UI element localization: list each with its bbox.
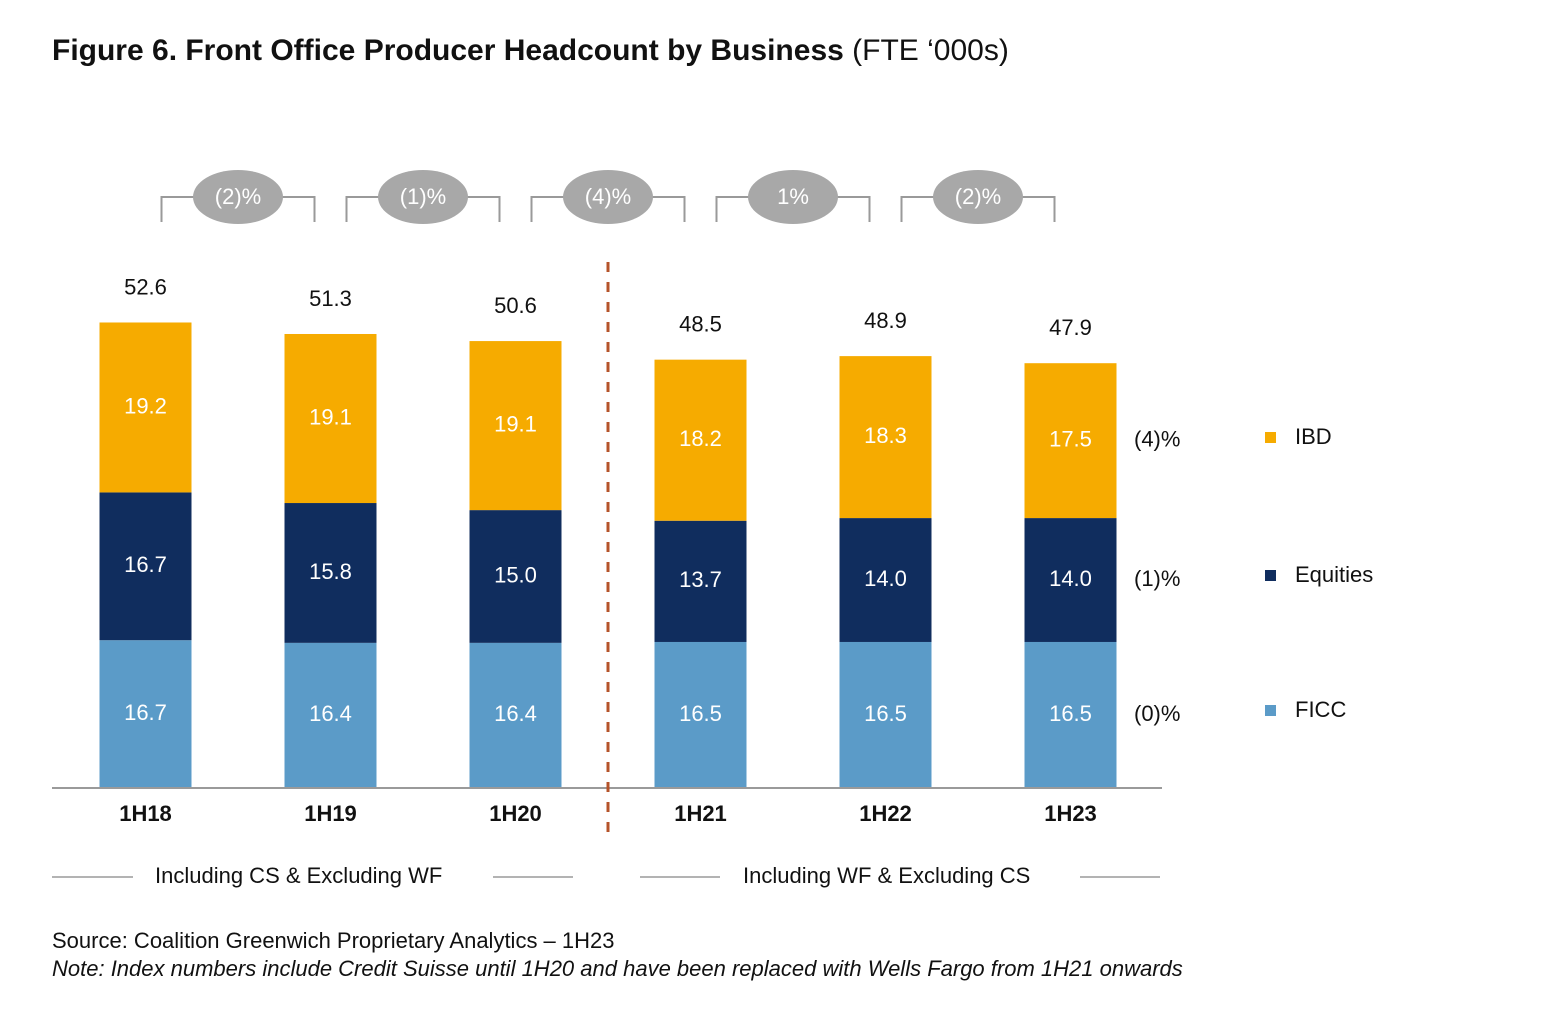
bar-label-ficc-1h22: 16.5	[864, 701, 907, 726]
x-tick-label-1h22: 1H22	[859, 801, 912, 826]
bar-label-ficc-1h20: 16.4	[494, 701, 537, 726]
bar-equities-1h18	[99, 492, 192, 641]
bar-ficc-1h18	[99, 640, 192, 788]
group-label-1: Including CS & Excluding WF	[155, 863, 442, 888]
change-bubble-3	[563, 170, 653, 224]
total-label-1h23: 47.9	[1049, 315, 1092, 340]
x-tick-label-1h21: 1H21	[674, 801, 727, 826]
x-tick-label-1h23: 1H23	[1044, 801, 1097, 826]
legend-label-equities: Equities	[1295, 562, 1373, 587]
bar-equities-1h20	[469, 510, 562, 643]
change-bubble-label-1: (2)%	[215, 184, 261, 209]
bar-ibd-1h23	[1024, 363, 1117, 519]
group-label-2: Including WF & Excluding CS	[743, 863, 1030, 888]
change-bubble-label-5: (2)%	[955, 184, 1001, 209]
bar-ibd-1h20	[469, 341, 562, 511]
bar-ficc-1h21	[654, 641, 747, 788]
bar-equities-1h19	[284, 503, 377, 643]
change-bubble-1	[193, 170, 283, 224]
change-bubble-2	[378, 170, 468, 224]
bar-equities-1h23	[1024, 518, 1117, 642]
change-bubble-5	[933, 170, 1023, 224]
series-change-ibd: (4)%	[1134, 426, 1180, 451]
bar-label-equities-1h23: 14.0	[1049, 566, 1092, 591]
bar-ibd-1h19	[284, 333, 377, 504]
x-tick-label-1h18: 1H18	[119, 801, 172, 826]
title-unit: (FTE ‘000s)	[852, 34, 1009, 67]
bar-label-ibd-1h19: 19.1	[309, 404, 352, 429]
bar-label-equities-1h21: 13.7	[679, 567, 722, 592]
bar-label-ficc-1h19: 16.4	[309, 701, 352, 726]
bar-equities-1h21	[654, 520, 747, 642]
change-bubble-label-4: 1%	[777, 184, 809, 209]
bar-label-equities-1h19: 15.8	[309, 559, 352, 584]
bar-ibd-1h21	[654, 359, 747, 521]
bar-label-ibd-1h20: 19.1	[494, 411, 537, 436]
x-tick-label-1h19: 1H19	[304, 801, 357, 826]
legend-swatch-ficc	[1265, 705, 1276, 716]
chart-title: Figure 6. Front Office Producer Headcoun…	[52, 34, 1009, 68]
series-change-equities: (1)%	[1134, 566, 1180, 591]
legend-label-ficc: FICC	[1295, 697, 1346, 722]
bar-equities-1h22	[839, 518, 932, 642]
change-bubble-label-3: (4)%	[585, 184, 631, 209]
bar-ficc-1h22	[839, 641, 932, 788]
total-label-1h18: 52.6	[124, 274, 167, 299]
source-text: Source: Coalition Greenwich Proprietary …	[52, 928, 615, 953]
bar-label-equities-1h22: 14.0	[864, 566, 907, 591]
legend-swatch-ibd	[1265, 432, 1276, 443]
bar-label-ibd-1h21: 18.2	[679, 426, 722, 451]
bar-ibd-1h22	[839, 356, 932, 519]
bar-label-ibd-1h18: 19.2	[124, 393, 167, 418]
x-tick-label-1h20: 1H20	[489, 801, 542, 826]
total-label-1h21: 48.5	[679, 311, 722, 336]
bar-ficc-1h23	[1024, 641, 1117, 788]
bar-label-ficc-1h23: 16.5	[1049, 701, 1092, 726]
bar-label-ficc-1h21: 16.5	[679, 701, 722, 726]
legend-swatch-equities	[1265, 570, 1276, 581]
legend-label-ibd: IBD	[1295, 424, 1332, 449]
bar-label-ibd-1h22: 18.3	[864, 423, 907, 448]
total-label-1h22: 48.9	[864, 308, 907, 333]
series-change-ficc: (0)%	[1134, 701, 1180, 726]
note-text: Note: Index numbers include Credit Suiss…	[52, 956, 1183, 981]
bar-ibd-1h18	[99, 322, 192, 493]
change-bubble-4	[748, 170, 838, 224]
bar-label-equities-1h20: 15.0	[494, 562, 537, 587]
total-label-1h19: 51.3	[309, 286, 352, 311]
bar-ficc-1h19	[284, 642, 377, 788]
bar-label-equities-1h18: 16.7	[124, 552, 167, 577]
total-label-1h20: 50.6	[494, 293, 537, 318]
change-bubble-label-2: (1)%	[400, 184, 446, 209]
bar-label-ibd-1h23: 17.5	[1049, 426, 1092, 451]
title-main: Figure 6. Front Office Producer Headcoun…	[52, 34, 844, 67]
bar-label-ficc-1h18: 16.7	[124, 700, 167, 725]
bar-ficc-1h20	[469, 642, 562, 788]
